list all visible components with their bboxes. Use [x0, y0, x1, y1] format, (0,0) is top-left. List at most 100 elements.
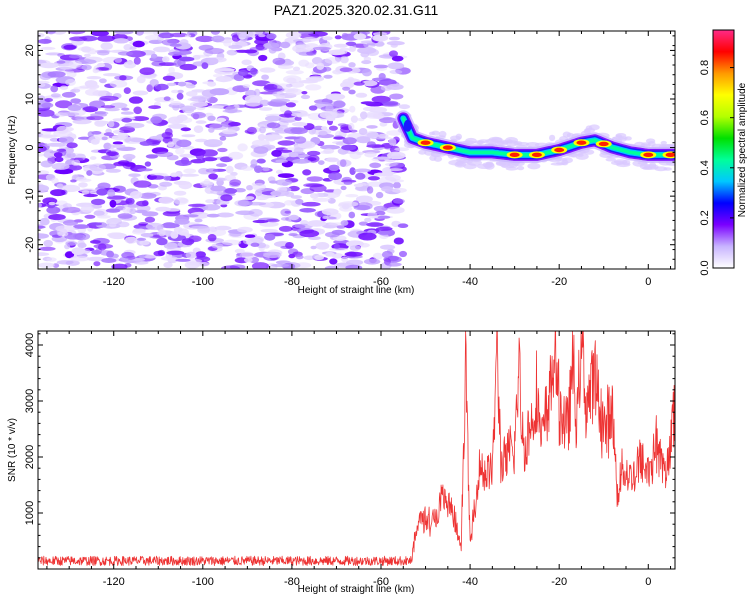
- noise-blob: [106, 151, 119, 157]
- noise-blob: [307, 150, 321, 156]
- noise-blob: [39, 62, 59, 69]
- noise-blob: [377, 215, 391, 219]
- noise-blob: [139, 254, 146, 259]
- noise-blob: [275, 169, 283, 175]
- noise-blob: [391, 187, 407, 193]
- halo-blob: [398, 104, 411, 110]
- noise-blob: [244, 95, 263, 103]
- noise-blob: [55, 225, 76, 233]
- noise-blob: [397, 223, 409, 228]
- noise-blob: [366, 111, 383, 118]
- noise-blob: [358, 232, 377, 241]
- noise-blob: [164, 208, 181, 212]
- noise-blob: [326, 157, 339, 163]
- colorbar-tick-label: 0.8: [699, 60, 711, 75]
- noise-blob: [209, 88, 230, 96]
- noise-blob: [38, 95, 45, 101]
- noise-blob: [86, 83, 100, 90]
- noise-blob: [345, 41, 357, 46]
- noise-blob: [205, 168, 219, 173]
- noise-blob: [272, 57, 286, 65]
- noise-blob: [340, 185, 347, 191]
- noise-blob: [70, 255, 90, 262]
- noise-blob: [372, 252, 383, 260]
- noise-blob: [209, 123, 229, 130]
- noise-blob: [119, 75, 127, 81]
- noise-blob: [288, 253, 296, 259]
- noise-blob: [298, 31, 315, 35]
- noise-blob: [67, 104, 82, 111]
- noise-blob: [285, 70, 304, 75]
- noise-blob: [202, 157, 218, 162]
- noise-blob: [54, 156, 64, 163]
- noise-blob: [361, 80, 378, 87]
- noise-blob: [285, 31, 302, 39]
- noise-blob: [266, 33, 277, 40]
- noise-blob: [58, 136, 74, 144]
- noise-blob: [150, 53, 158, 59]
- noise-blob: [195, 120, 207, 124]
- noise-blob: [320, 144, 341, 150]
- noise-blob: [129, 46, 137, 50]
- noise-blob: [201, 204, 221, 211]
- noise-blob: [129, 191, 143, 199]
- x-tick-label: -80: [284, 576, 300, 588]
- noise-blob: [93, 261, 101, 267]
- noise-blob: [180, 127, 191, 132]
- noise-blob: [84, 214, 96, 219]
- noise-blob: [38, 38, 52, 44]
- noise-blob: [101, 136, 108, 141]
- noise-blob: [153, 250, 165, 257]
- noise-blob: [171, 89, 180, 94]
- noise-blob: [38, 246, 56, 251]
- noise-blob: [203, 139, 223, 148]
- noise-blob: [307, 220, 327, 227]
- noise-blob: [38, 145, 47, 153]
- noise-blob: [265, 136, 276, 142]
- noise-blob: [117, 51, 134, 56]
- noise-blob: [364, 151, 377, 158]
- noise-blob: [271, 263, 290, 268]
- noise-blob: [216, 212, 234, 218]
- noise-blob: [387, 151, 406, 160]
- x-tick-label: -120: [103, 576, 125, 588]
- noise-blob: [266, 122, 281, 129]
- noise-blob: [305, 84, 322, 91]
- noise-blob: [259, 67, 276, 73]
- noise-blob: [173, 59, 182, 67]
- noise-blob: [96, 188, 108, 196]
- noise-blob: [167, 51, 183, 57]
- noise-blob: [51, 177, 59, 184]
- noise-blob: [72, 119, 92, 125]
- noise-blob: [377, 230, 391, 235]
- halo-blob: [418, 149, 427, 155]
- noise-blob: [221, 129, 237, 135]
- noise-blob: [59, 85, 68, 90]
- noise-blob: [100, 42, 113, 50]
- noise-blob: [358, 128, 368, 135]
- noise-blob: [264, 83, 278, 90]
- noise-blob: [373, 136, 392, 140]
- noise-blob: [97, 215, 111, 219]
- noise-blob: [310, 245, 317, 250]
- noise-blob: [97, 62, 105, 68]
- noise-blob: [251, 262, 270, 269]
- noise-blob: [143, 254, 158, 259]
- noise-blob: [386, 206, 405, 214]
- noise-blob: [244, 196, 255, 201]
- noise-blob: [66, 142, 78, 149]
- noise-blob: [225, 165, 234, 174]
- noise-blob: [328, 164, 340, 171]
- noise-blob: [70, 98, 82, 104]
- noise-blob: [107, 189, 116, 197]
- noise-blob: [61, 91, 76, 98]
- noise-blob: [373, 156, 392, 160]
- noise-blob: [148, 175, 165, 180]
- halo-blob: [429, 131, 435, 136]
- noise-blob: [173, 226, 183, 233]
- noise-blob: [57, 231, 69, 237]
- noise-blob: [194, 218, 203, 223]
- noise-blob: [188, 203, 206, 207]
- noise-blob: [77, 242, 87, 249]
- noise-blob: [109, 199, 117, 208]
